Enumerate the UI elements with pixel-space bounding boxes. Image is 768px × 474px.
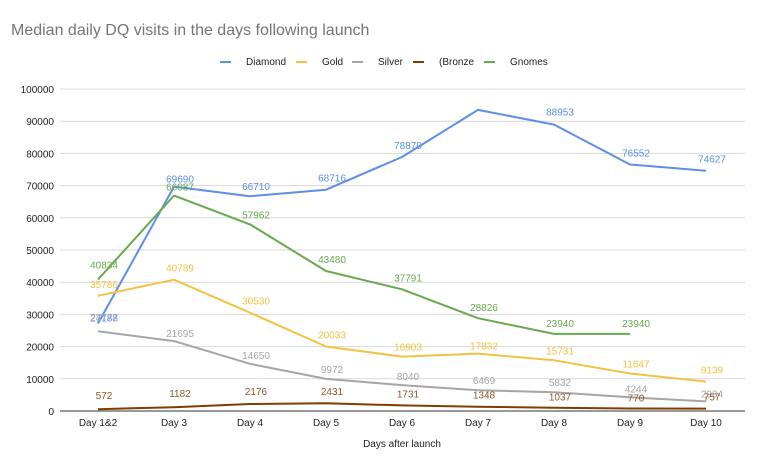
data-label: 5832 (549, 378, 572, 389)
y-tick-label: 50000 (26, 246, 54, 257)
data-label: 76552 (622, 149, 650, 160)
data-label: 69690 (166, 175, 194, 186)
data-label: 66887 (166, 183, 194, 194)
data-label: 88953 (546, 108, 574, 119)
x-axis-title: Days after launch (363, 439, 441, 450)
y-tick-label: 100000 (21, 85, 55, 96)
data-label: 17832 (470, 342, 498, 353)
series-line (97, 194, 630, 335)
data-label: 11647 (622, 359, 650, 370)
data-label: 572 (96, 391, 113, 402)
data-label: 20033 (318, 330, 346, 341)
x-tick-label: Day 8 (541, 418, 568, 429)
data-label: 24777 (90, 313, 118, 324)
x-tick-label: Day 5 (313, 418, 340, 429)
data-label: 66710 (242, 182, 270, 193)
series-line (97, 330, 707, 403)
legend-label: Gold (322, 57, 343, 68)
legend-label: Silver (378, 57, 404, 68)
y-tick-label: 20000 (26, 343, 54, 354)
y-tick-label: 40000 (26, 278, 54, 289)
data-label: 23940 (546, 319, 574, 330)
y-tick-label: 90000 (26, 117, 54, 128)
data-label: 57962 (242, 210, 270, 221)
data-label: 1037 (549, 393, 572, 404)
data-label: 770 (628, 394, 645, 405)
data-label: 28826 (470, 303, 498, 314)
y-tick-label: 0 (48, 407, 54, 418)
data-label: 2984 (701, 389, 724, 400)
data-label: 1731 (397, 389, 420, 400)
y-tick-label: 70000 (26, 182, 54, 193)
y-tick-label: 60000 (26, 214, 54, 225)
legend-label: Gnomes (510, 57, 548, 68)
x-tick-label: Day 7 (465, 418, 492, 429)
data-label: 1348 (473, 391, 496, 402)
data-label: 68716 (318, 174, 346, 185)
chart-title: Median daily DQ visits in the days follo… (11, 22, 370, 39)
data-label: 27188 (90, 313, 118, 324)
series-line (97, 278, 707, 383)
x-tick-label: Day 9 (617, 418, 644, 429)
x-tick-label: Day 4 (237, 418, 264, 429)
data-label: 40789 (166, 264, 194, 275)
x-tick-label: Day 10 (690, 418, 722, 429)
data-label: 9972 (321, 365, 344, 376)
data-label: 1182 (169, 389, 191, 400)
y-tick-label: 30000 (26, 310, 54, 321)
data-label: 6469 (473, 376, 496, 387)
data-label: 40834 (90, 261, 118, 272)
x-tick-label: Day 3 (161, 418, 188, 429)
data-label: 14650 (242, 351, 270, 362)
data-label: 23940 (622, 319, 650, 330)
data-label: 8040 (397, 372, 420, 383)
data-label: 43480 (318, 255, 346, 266)
data-label: 74627 (698, 155, 726, 166)
series-line (97, 108, 707, 324)
data-label: 21695 (166, 329, 194, 340)
data-label: 15731 (546, 346, 574, 357)
data-label: 9139 (701, 366, 724, 377)
data-label: 2431 (321, 387, 344, 398)
data-label: 757 (704, 393, 721, 404)
legend-label: Diamond (246, 57, 286, 68)
series-line (97, 402, 707, 411)
data-label: 35786 (90, 280, 118, 291)
data-label: 2176 (245, 387, 268, 398)
data-label: 78870 (394, 141, 422, 152)
x-tick-label: Day 6 (389, 418, 416, 429)
y-tick-label: 10000 (26, 375, 54, 386)
data-label: 37791 (394, 273, 422, 284)
data-label: 30530 (242, 297, 270, 308)
data-label: 4244 (625, 384, 648, 395)
legend-label: (Bronze (439, 57, 474, 68)
x-tick-label: Day 1&2 (79, 418, 118, 429)
data-label: 16903 (394, 343, 422, 354)
y-tick-label: 80000 (26, 149, 54, 160)
